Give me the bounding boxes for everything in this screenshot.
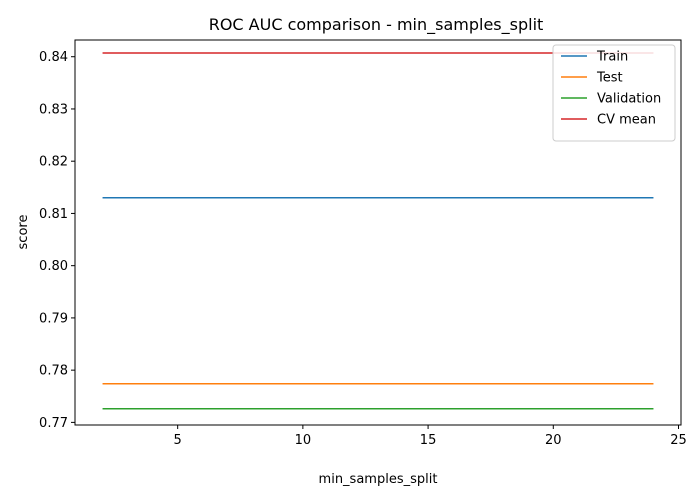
x-tick-label: 10 (295, 433, 312, 448)
x-tick-label: 15 (420, 433, 437, 448)
x-axis: 5 10 15 20 25 (174, 425, 687, 448)
legend-label: Train (596, 50, 628, 65)
x-axis-label: min_samples_split (319, 472, 438, 487)
y-axis: 0.77 0.78 0.79 0.80 0.81 0.82 0.83 0.84 (39, 50, 75, 431)
y-tick-label: 0.81 (39, 207, 68, 222)
y-tick-label: 0.82 (39, 155, 68, 170)
chart-title: ROC AUC comparison - min_samples_split (209, 15, 544, 35)
legend-label: Test (596, 71, 623, 86)
plot-frame (74, 39, 682, 426)
x-tick-label: 5 (174, 433, 182, 448)
x-tick-label: 20 (545, 433, 562, 448)
legend: Train Test Validation CV mean (552, 44, 676, 142)
y-axis-label: score (16, 215, 31, 250)
y-tick-label: 0.78 (39, 364, 68, 379)
x-tick-label: 25 (670, 433, 687, 448)
y-tick-label: 0.79 (39, 311, 68, 326)
y-tick-label: 0.83 (39, 102, 68, 117)
y-tick-label: 0.80 (39, 259, 68, 274)
y-tick-label: 0.84 (39, 50, 68, 65)
legend-label: Validation (597, 92, 661, 107)
legend-box (552, 44, 676, 142)
legend-label: CV mean (597, 113, 656, 128)
y-tick-label: 0.77 (39, 416, 68, 431)
